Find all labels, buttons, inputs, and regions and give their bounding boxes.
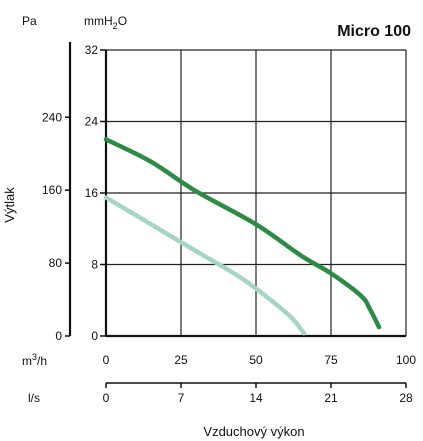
- ls-tick-label: 14: [249, 391, 263, 405]
- ls-tick-label: 28: [399, 391, 413, 405]
- m3h-tick-label: 50: [249, 353, 263, 367]
- mmh2o-tick-label: 32: [85, 43, 99, 57]
- m3h-tick-label: 0: [103, 353, 110, 367]
- ls-unit-label: l/s: [28, 391, 40, 405]
- series-lines: [103, 137, 382, 336]
- m3h-tick-label: 100: [396, 353, 416, 367]
- pa-tick-label: 240: [42, 110, 62, 124]
- mmh2o-unit-label: mmH2O: [84, 14, 127, 31]
- m3h-tick-label: 75: [324, 353, 338, 367]
- series-line-2: [103, 195, 307, 336]
- axes: [65, 42, 407, 388]
- pa-tick-label: 160: [42, 183, 62, 197]
- mmh2o-tick-label: 16: [85, 186, 99, 200]
- pa-tick-label: 80: [49, 256, 63, 270]
- chart-title: Micro 100: [337, 23, 411, 40]
- pa-tick-label: 0: [55, 329, 62, 343]
- pa-unit-label: Pa: [22, 14, 37, 28]
- ls-tick-label: 21: [324, 391, 338, 405]
- x-axis-title: Vzduchový výkon: [203, 424, 304, 439]
- mmh2o-tick-label: 8: [91, 258, 98, 272]
- y-axis-title: Výtlak: [2, 187, 17, 223]
- ls-tick-label: 0: [103, 391, 110, 405]
- tick-labels: 0 80 160 240 0 8 16 24 32 0 25 50 75 100 0 7 14 21 28: [42, 43, 416, 405]
- m3h-unit-label: m3/h: [22, 352, 47, 368]
- m3h-tick-label: 25: [174, 353, 188, 367]
- ls-tick-label: 7: [178, 391, 185, 405]
- mmh2o-tick-label: 24: [85, 115, 99, 129]
- mmh2o-tick-label: 0: [91, 329, 98, 343]
- series-line-1: [103, 137, 382, 330]
